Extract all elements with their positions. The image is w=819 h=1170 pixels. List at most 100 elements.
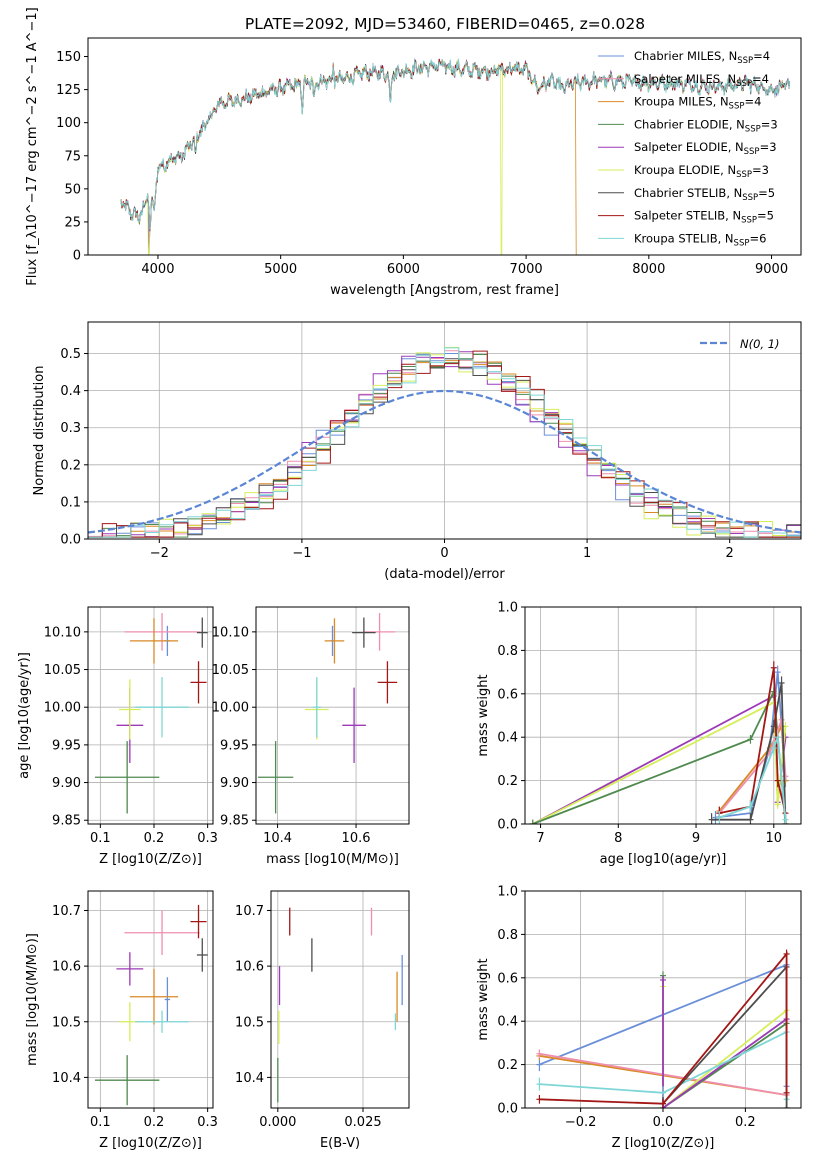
spectrum-line-krou_stelib [120,58,791,230]
mass_vs_ebv-axes: 0.000 0.025 10.4 10.5 10.6 10.7 E(B-V) [235,890,410,1151]
massweight_vs_age-xlabel: age [log10(age/yr)] [600,852,727,867]
age_vs_Z-frame [87,606,214,825]
spectrum-line-krou_elodie [120,58,791,255]
spectrum-frame [87,37,802,256]
x-tick-label: 0.1 [90,1115,111,1130]
age_vs_mass-frame [255,606,410,825]
y-tick-label: 75 [64,149,81,164]
y-tick-label: 0.2 [60,458,81,473]
age_vs_mass-xlabel: mass [log10(M/M⊙)] [266,852,399,867]
spectrum-ylabel: Flux [f_λ10^−17 erg cm^−2 s^−1 A^−1] [25,7,40,285]
spectrum-xlabel: wavelength [Angstrom, rest frame] [330,283,559,298]
x-tick-label: 10.6 [342,831,371,846]
legend-label-salp_elodie: Salpeter ELODIE, NSSP=3 [634,140,777,157]
y-tick-label: 9.85 [220,814,249,829]
legend-label-chab_elodie: Chabrier ELODIE, NSSP=3 [634,117,778,134]
y-tick-label: 10.5 [52,1015,81,1030]
y-tick-label: 9.95 [52,738,81,753]
y-tick-label: 0.8 [497,644,518,659]
x-tick-label: 9 [692,831,700,846]
residuals-plot-area [88,346,801,538]
y-tick-label: 0.4 [497,1015,518,1030]
y-tick-label: 1.0 [497,885,518,900]
y-tick-label: 10.6 [52,960,81,975]
massweight_vs_Z-ylabel: mass weight [476,958,491,1040]
mass_vs_ebv-plot-area [277,907,403,1103]
y-tick-label: 9.95 [220,738,249,753]
age_vs_Z-xlabel: Z [log10(Z/Z⊙)] [99,852,202,867]
x-tick-label: 0.0 [653,1115,674,1130]
x-tick-label: 0.2 [144,1115,165,1130]
x-tick-label: 0 [440,546,448,561]
y-tick-label: 0.1 [60,495,81,510]
massweight_vs_age-grid [525,606,801,825]
x-tick-label: 1 [583,546,591,561]
weight-line-chab_stelib [662,964,788,1108]
residuals-ylabel: Normed distribution [32,366,47,496]
y-tick-label: 10.00 [44,701,81,716]
mass_vs_Z-xlabel: Z [log10(Z/Z⊙)] [99,1136,202,1151]
mass_vs_Z-frame [87,890,214,1109]
massweight_vs_age-ylabel: mass weight [476,674,491,756]
y-tick-label: 100 [56,116,81,131]
y-tick-label: 1.0 [497,601,518,616]
residuals-frame [87,321,802,540]
legend-label-chab_miles: Chabrier MILES, NSSP=4 [634,49,770,66]
massweight_vs_Z-plot-area [536,949,790,1108]
x-tick-label: 5000 [264,262,297,277]
mass_vs_Z-grid [88,891,213,1108]
y-tick-label: 150 [56,50,81,65]
y-tick-label: 10.7 [52,904,81,919]
legend-label-chab_stelib: Chabrier STELIB, NSSP=5 [634,186,775,203]
y-tick-label: 125 [56,83,81,98]
y-tick-label: 10.5 [235,1015,264,1030]
mass_vs_ebv-xlabel: E(B-V) [320,1136,360,1151]
x-tick-label: 0.2 [735,1115,756,1130]
y-tick-label: 9.90 [220,776,249,791]
y-tick-label: 10.10 [44,625,81,640]
y-tick-label: 10.10 [212,625,249,640]
x-tick-label: 9000 [755,262,788,277]
x-tick-label: −0.2 [565,1115,597,1130]
age_vs_Z-grid [88,607,213,824]
age_vs_mass-plot-area [257,613,398,814]
age_vs_Z-plot-area [94,613,208,814]
x-tick-label: 7000 [510,262,543,277]
massweight_vs_Z-frame [524,890,802,1109]
spectrum-title: PLATE=2092, MJD=53460, FIBERID=0465, z=0… [245,15,645,33]
x-tick-label: 10 [766,831,783,846]
massweight_vs_Z-xlabel: Z [log10(Z/Z⊙)] [612,1136,715,1151]
gaussian-legend-label: N(0, 1) [740,337,780,351]
massweight_vs_age-plot-area [529,661,789,824]
y-tick-label: 10.4 [235,1071,264,1086]
y-tick-label: 0.4 [60,384,81,399]
y-tick-label: 25 [64,215,81,230]
y-tick-label: 9.85 [52,814,81,829]
spectrum-plot-area [120,57,791,255]
x-tick-label: 0.000 [259,1115,296,1130]
weight-line-krou_elodie [532,701,787,824]
mass_vs_Z-plot-area [94,904,208,1106]
age_vs_Z-axes: 0.1 0.2 0.3 9.85 9.90 9.95 10.00 10.05 10.10 Z [l… [17,606,218,867]
residuals-xlabel: (data-model)/error [384,567,505,582]
x-tick-label: −2 [150,546,169,561]
x-tick-label: 10.4 [263,831,292,846]
y-tick-label: 0.6 [497,687,518,702]
y-tick-label: 10.7 [235,904,264,919]
y-tick-label: 0.2 [497,1058,518,1073]
legend-label-salp_stelib: Salpeter STELIB, NSSP=5 [634,209,774,226]
legend-label-krou_miles: Kroupa MILES, NSSP=4 [634,95,761,112]
x-tick-label: 0.1 [90,831,111,846]
mass_vs_ebv-frame [270,890,410,1109]
y-tick-label: 0.0 [497,1102,518,1117]
legend-label-krou_elodie: Kroupa ELODIE, NSSP=3 [634,163,769,180]
y-tick-label: 0.3 [60,421,81,436]
legend-label-salp_miles: Salpeter MILES, NSSP=4 [634,72,769,89]
x-tick-label: 0.025 [344,1115,381,1130]
age_vs_mass-grid [256,607,409,824]
age_vs_Z-ylabel: age [log10(age/yr)] [17,652,32,779]
y-tick-label: 10.4 [52,1071,81,1086]
residuals-axes: −2 −1 0 1 2 0.0 0.1 0.2 0.3 0.4 0.5 (data-model)/er… [32,321,802,582]
hist-krou_stelib [88,347,801,538]
